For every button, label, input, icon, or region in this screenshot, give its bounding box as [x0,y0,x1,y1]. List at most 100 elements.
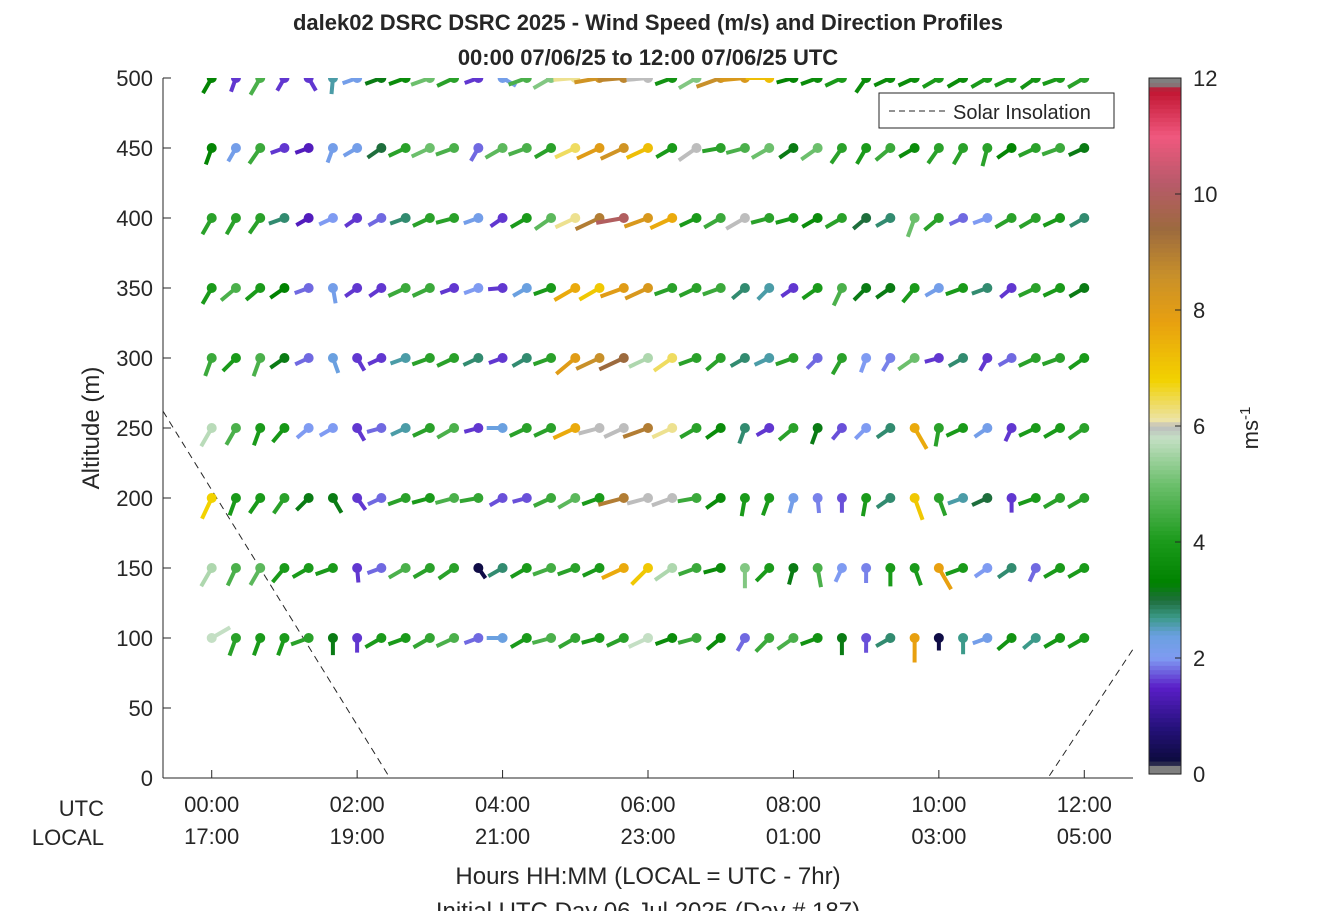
wind-barb [971,283,993,296]
colorbar-segment [1149,347,1181,353]
wind-barb [531,633,557,645]
colorbar-segment [1149,339,1181,344]
wind-barb-dot [764,143,775,153]
colorbar-segment [1149,499,1181,505]
wind-barb-dot [400,563,411,573]
colorbar-segment [1149,199,1181,205]
wind-barb-dot [303,143,314,153]
wind-barb-dot [1055,78,1066,83]
wind-barb-dot [230,78,241,83]
wind-barb-dot [958,283,969,293]
wind-barb [1042,78,1066,87]
wind-barb [901,283,920,304]
colorbar-segment [1149,82,1181,88]
wind-barb [507,143,532,157]
wind-barb [459,493,484,504]
wind-barb-dot [424,283,435,293]
wind-barb [996,633,1017,652]
wind-barb [809,423,823,445]
colorbar-segment [1149,186,1181,192]
wind-barb-dot [1030,78,1041,83]
wind-barb [1069,213,1090,228]
colorbar-segment [1149,630,1181,636]
wind-barb [327,633,338,656]
wind-barb-dot [812,213,823,223]
colorbar-segment [1149,430,1181,436]
wind-barb [997,353,1017,368]
x-tick-label-local: 03:00 [911,824,966,849]
wind-barb [557,493,581,510]
wind-barb-dot [764,423,775,433]
colorbar-segment [1149,151,1181,157]
wind-barb [344,213,363,229]
wind-barb-dot [352,493,363,503]
wind-barb-dot [497,563,508,573]
wind-barb-dot [691,493,702,503]
colorbar-segment [1149,286,1181,292]
utc-row-label: UTC [59,796,104,821]
wind-barb-dot [424,143,435,153]
wind-barb-dot [594,563,605,573]
wind-barb [295,493,314,512]
wind-barb-dot [376,283,387,293]
wind-barb [473,563,488,580]
wind-barb [342,143,363,158]
wind-barb [787,563,799,586]
wind-barb-dot [303,423,314,433]
colorbar-segment [1149,617,1181,623]
wind-barb-dot [473,493,484,503]
wind-barb-dot [546,563,557,573]
wind-barb-dot [424,78,435,83]
wind-barb-dot [764,633,775,643]
wind-barb [933,563,953,591]
colorbar-segment [1149,308,1181,314]
colorbar-segment [1149,104,1181,110]
wind-barb [462,353,484,367]
colorbar-segment [1149,382,1181,388]
wind-barb-dot [643,78,653,83]
wind-barb [973,423,993,439]
wind-barb [247,213,266,235]
wind-barb-dot [1006,633,1017,643]
wind-barb [595,213,629,225]
wind-barb-dot [788,423,799,433]
wind-barb-dot [618,143,629,153]
wind-barb [553,283,581,302]
colorbar-segment [1149,243,1181,249]
wind-barb-dot [327,213,338,223]
wind-barb-dot [812,353,823,363]
wind-barb [805,353,823,370]
y-tick-label: 500 [116,66,153,91]
wind-barb-dot [449,78,460,83]
wind-barb-dot [521,423,532,433]
wind-barb [1043,633,1066,649]
wind-barb-dot [546,143,557,153]
wind-barb-dot [449,633,460,643]
wind-barb [367,213,387,228]
colorbar-segment [1149,86,1181,92]
wind-barb [581,633,605,645]
wind-barb [705,353,726,372]
wind-barb [512,283,532,298]
wind-barb [364,633,387,649]
wind-barb [994,213,1017,230]
wind-barb-dot [861,563,872,573]
wind-barb [971,493,993,507]
wind-barb [750,143,775,160]
wind-barb [512,493,532,504]
wind-barb-dot [376,633,387,643]
colorbar-segment [1149,495,1181,501]
wind-barb [978,353,993,372]
wind-barb [897,78,920,88]
colorbar-segment [1149,678,1181,684]
colorbar-segment [1149,586,1181,592]
wind-barb [1067,563,1090,579]
wind-barb [854,78,872,94]
wind-barb-dot [570,633,581,643]
wind-barb [778,143,799,160]
colorbar-segment [1149,647,1181,653]
wind-barb [1017,493,1041,507]
wind-barb [780,283,799,299]
colorbar-segment [1149,695,1181,701]
wind-barb [1067,143,1090,158]
